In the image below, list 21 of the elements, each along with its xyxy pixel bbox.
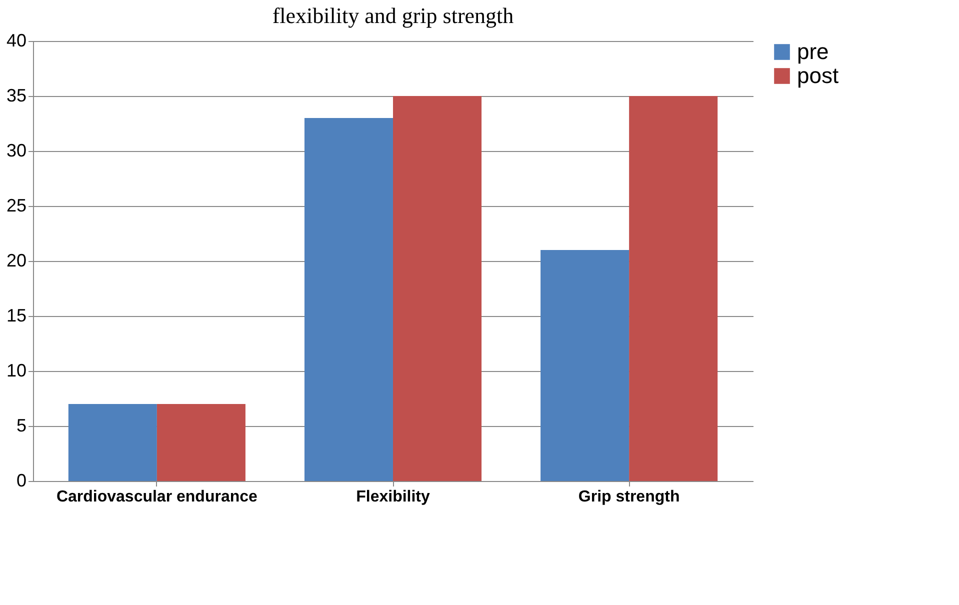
y-tick-label: 10	[6, 360, 26, 380]
bar	[629, 96, 718, 481]
y-tick-label: 20	[6, 250, 26, 270]
y-tick-label: 40	[6, 30, 26, 50]
x-tick-label: Cardiovascular endurance	[56, 488, 258, 506]
chart-title: flexibility and grip strength	[272, 3, 514, 28]
bar	[156, 404, 246, 481]
bar	[540, 250, 630, 481]
legend-label: post	[797, 63, 839, 88]
y-tick-label: 5	[16, 416, 26, 436]
y-tick-label: 30	[6, 140, 26, 160]
y-tick-label: 35	[6, 86, 26, 106]
x-tick-label: Flexibility	[356, 488, 430, 506]
bar	[68, 404, 157, 481]
y-tick-label: 0	[16, 470, 26, 490]
y-tick-label: 15	[6, 306, 26, 326]
bar	[304, 118, 393, 481]
legend-label: pre	[797, 39, 829, 64]
x-tick-label: Grip strength	[578, 488, 680, 506]
y-tick-label: 25	[6, 196, 26, 216]
bar	[393, 96, 482, 481]
